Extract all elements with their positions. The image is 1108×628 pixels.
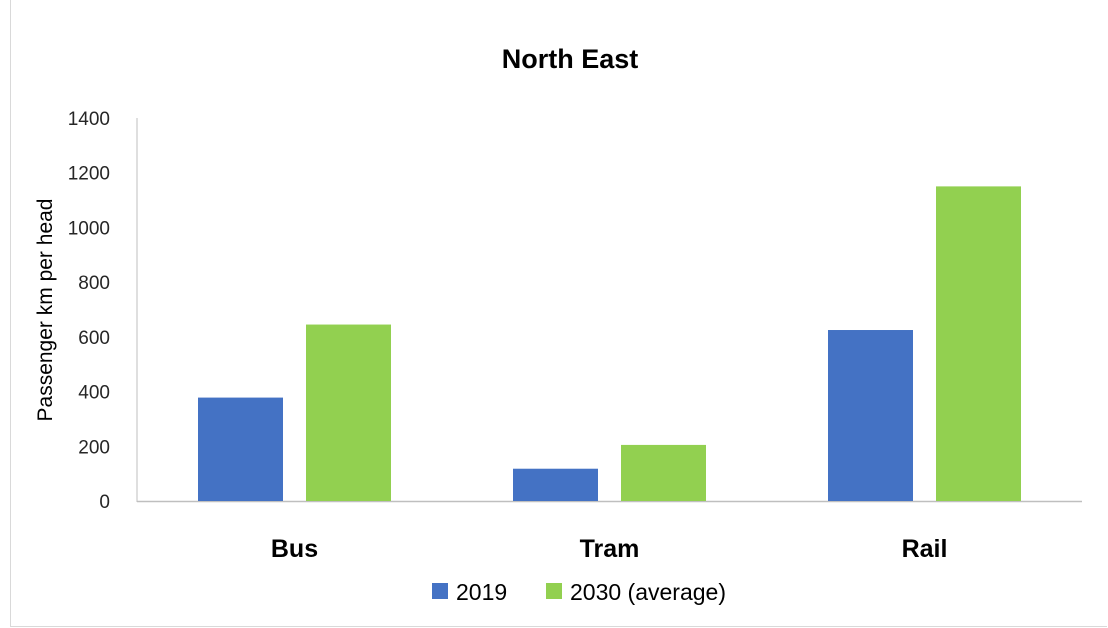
y-tick-label: 200: [78, 437, 110, 458]
y-axis-label: Passenger km per head: [34, 199, 57, 422]
y-tick-label: 1200: [68, 164, 110, 185]
legend-label-2019: 2019: [456, 579, 507, 605]
x-tick-label-tram: Tram: [580, 535, 640, 563]
y-tick-label: 400: [78, 383, 110, 404]
bar-bus-2019: [198, 397, 283, 501]
bar-tram-2019: [513, 468, 598, 501]
bar-rail-2019: [828, 330, 913, 501]
x-tick-label-bus: Bus: [271, 535, 318, 563]
legend-swatch-2030: [546, 583, 562, 599]
y-tick-label: 1000: [68, 218, 110, 239]
bar-tram-2030: [621, 444, 706, 501]
legend: 2019 2030 (average): [432, 579, 726, 605]
y-tick-label: 600: [78, 328, 110, 349]
chart-title: North East: [502, 44, 639, 74]
legend-label-2030: 2030 (average): [570, 579, 726, 605]
bar-bus-2030: [306, 324, 391, 501]
x-tick-labels: Bus Tram Rail: [271, 535, 948, 563]
y-tick-label: 800: [78, 273, 110, 294]
bar-rail-2030: [936, 186, 1021, 501]
legend-swatch-2019: [432, 583, 448, 599]
y-tick-label: 0: [99, 492, 110, 513]
y-tick-label: 1400: [68, 109, 110, 130]
chart-frame: [10, 0, 1107, 627]
x-tick-label-rail: Rail: [902, 535, 948, 563]
y-tick-labels: 0 200 400 600 800 1000 1200 1400: [68, 109, 110, 513]
bars: [198, 186, 1021, 501]
